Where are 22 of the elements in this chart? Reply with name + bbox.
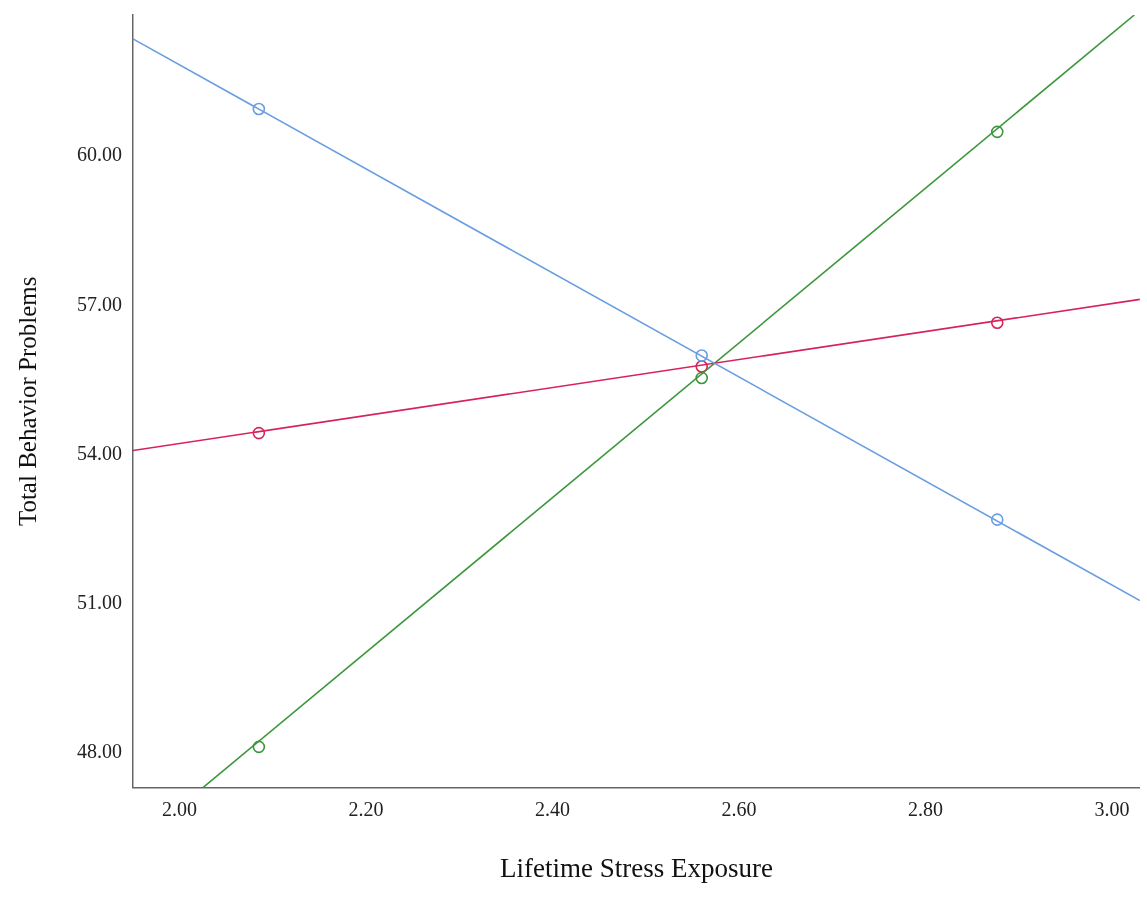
- y-tick-label: 60.00: [77, 143, 122, 166]
- x-tick-label: 2.00: [162, 797, 198, 820]
- x-tick-label: 2.60: [721, 797, 757, 820]
- point: [990, 316, 1004, 330]
- point: [695, 360, 709, 373]
- x-tick-label: 2.80: [907, 797, 943, 820]
- x-tick-label: 2.20: [348, 797, 384, 820]
- x-axis-title: Lifetime Stress Exposure: [499, 852, 773, 883]
- point: [695, 349, 709, 362]
- point: [252, 740, 266, 754]
- point: [695, 371, 709, 385]
- point: [990, 125, 1004, 139]
- y-tick-label: 57.00: [77, 292, 122, 315]
- point: [990, 513, 1004, 526]
- x-tick-label: 2.40: [535, 797, 571, 820]
- y-axis-title: Total Behavior Problems: [13, 276, 41, 527]
- point: [252, 426, 266, 440]
- x-tick-label: 3.00: [1094, 797, 1130, 820]
- y-tick-label: 51.00: [77, 590, 122, 613]
- y-tick-label: 54.00: [77, 441, 122, 464]
- point: [252, 102, 266, 116]
- y-tick-label: 48.00: [77, 740, 122, 763]
